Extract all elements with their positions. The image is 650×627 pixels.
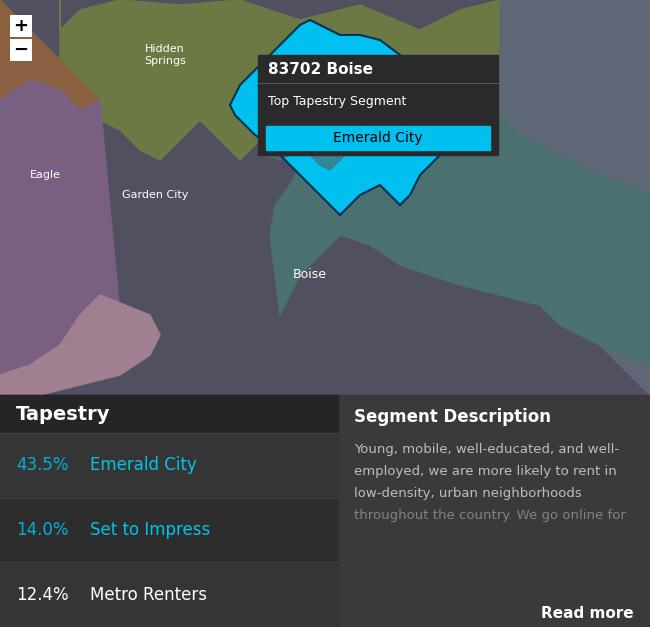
Polygon shape — [60, 0, 500, 160]
Polygon shape — [270, 75, 650, 365]
Text: Metro Renters: Metro Renters — [90, 586, 207, 604]
Bar — [266, 126, 490, 150]
Text: 14.0%: 14.0% — [16, 521, 68, 539]
Text: Top Tapestry Segment: Top Tapestry Segment — [268, 95, 406, 107]
Bar — [10, 39, 32, 61]
Text: Young, mobile, well-educated, and well-: Young, mobile, well-educated, and well- — [354, 443, 619, 456]
Bar — [0, 562, 338, 627]
Text: 83702 Boise: 83702 Boise — [268, 61, 373, 76]
Bar — [0, 433, 338, 498]
Bar — [338, 395, 650, 627]
Bar — [258, 55, 498, 155]
Text: +: + — [14, 17, 29, 35]
Text: Eagle: Eagle — [29, 170, 60, 180]
Text: 43.5%: 43.5% — [16, 456, 68, 475]
Polygon shape — [0, 0, 100, 110]
Bar — [0, 498, 338, 562]
Text: Emerald City: Emerald City — [333, 131, 422, 145]
Text: Tapestry: Tapestry — [16, 404, 111, 423]
Polygon shape — [260, 100, 355, 170]
Polygon shape — [0, 80, 120, 375]
Text: 12.4%: 12.4% — [16, 586, 69, 604]
Text: Hidden
Springs: Hidden Springs — [144, 44, 186, 66]
Bar — [10, 15, 32, 37]
Text: throughout the country. We go online for: throughout the country. We go online for — [354, 510, 626, 522]
Polygon shape — [500, 0, 650, 395]
Bar — [0, 395, 338, 627]
Polygon shape — [0, 295, 160, 395]
Text: Segment Description: Segment Description — [354, 408, 551, 426]
Text: employed, we are more likely to rent in: employed, we are more likely to rent in — [354, 465, 617, 478]
Text: Emerald City: Emerald City — [90, 456, 197, 475]
Bar — [0, 0, 650, 395]
Text: Read more: Read more — [541, 606, 634, 621]
Bar — [0, 395, 338, 433]
Text: −: − — [14, 41, 29, 59]
Text: Boise: Boise — [293, 268, 327, 282]
Polygon shape — [230, 20, 450, 215]
Text: Garden City: Garden City — [122, 190, 188, 200]
Text: Set to Impress: Set to Impress — [90, 521, 210, 539]
Text: low-density, urban neighborhoods: low-density, urban neighborhoods — [354, 488, 582, 500]
